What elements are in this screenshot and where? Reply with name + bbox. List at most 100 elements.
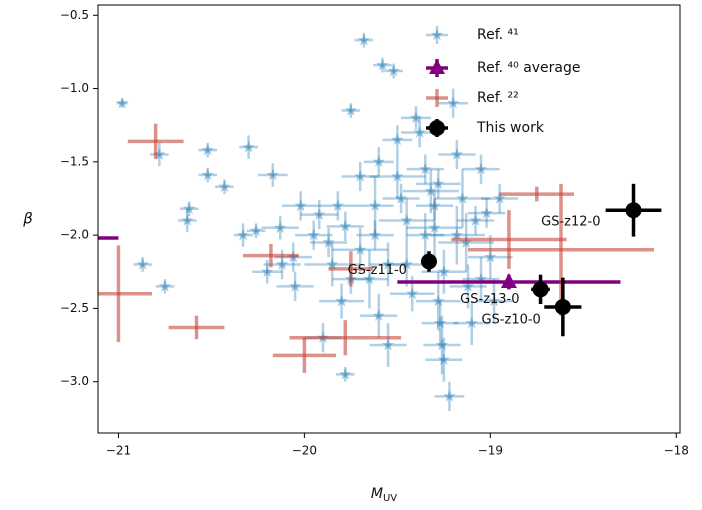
star-marker — [435, 338, 449, 351]
star-marker — [493, 192, 506, 204]
x-tick-label: −20 — [292, 444, 317, 458]
star-marker — [409, 111, 423, 124]
circle-marker — [420, 253, 437, 270]
point-label: GS-z10-0 — [481, 312, 540, 327]
star-marker — [363, 272, 376, 285]
star-marker — [249, 224, 263, 236]
star-marker — [391, 170, 404, 182]
star-marker — [461, 279, 475, 292]
star-marker — [339, 219, 352, 232]
star-marker — [424, 184, 437, 197]
legend-label: This work — [476, 120, 545, 136]
axes-frame — [97, 4, 681, 434]
star-marker — [391, 133, 404, 146]
circle-marker — [429, 120, 445, 136]
star-marker — [428, 221, 441, 234]
x-tick-label: −21 — [106, 444, 131, 458]
star-marker — [432, 177, 445, 190]
star-marker — [288, 279, 302, 292]
star-marker — [372, 155, 385, 168]
legend-label: Ref. ⁴¹ — [477, 27, 519, 43]
star-marker — [275, 257, 289, 270]
triangle-marker — [500, 273, 517, 289]
y-tick-label: −2.0 — [60, 228, 89, 242]
star-marker — [480, 206, 493, 219]
star-marker — [432, 294, 445, 307]
star-marker — [447, 96, 460, 109]
star-marker — [344, 104, 358, 116]
y-tick-label: −3.0 — [60, 374, 89, 388]
y-tick-label: −2.5 — [60, 301, 89, 315]
plot-area — [0, 32, 662, 412]
point-label: GS-z11-0 — [348, 263, 407, 278]
star-marker — [201, 168, 214, 181]
star-marker — [236, 228, 250, 241]
star-marker — [274, 221, 287, 234]
star-marker — [484, 250, 497, 263]
star-marker — [116, 96, 129, 109]
star-marker — [368, 199, 382, 212]
star-marker — [465, 316, 478, 329]
star-marker — [419, 162, 432, 175]
star-marker — [450, 148, 464, 160]
y-tick-label: −0.5 — [60, 8, 89, 22]
star-marker — [474, 162, 488, 175]
star-marker — [242, 140, 255, 153]
star-marker — [437, 265, 450, 277]
star-marker — [469, 214, 482, 226]
circle-marker — [625, 202, 642, 219]
star-marker — [456, 192, 469, 204]
star-marker — [387, 64, 400, 77]
star-marker — [181, 214, 194, 226]
star-marker — [428, 199, 441, 212]
star-marker — [487, 294, 501, 307]
point-label: GS-z13-0 — [460, 292, 519, 307]
star-marker — [372, 309, 385, 321]
circle-marker — [532, 281, 549, 298]
point-label: GS-z12-0 — [541, 215, 600, 230]
star-marker — [218, 180, 231, 192]
y-axis-label: β — [22, 210, 33, 228]
x-tick-label: −19 — [478, 444, 503, 458]
star-marker — [419, 228, 432, 241]
y-tick-label: −1.5 — [60, 154, 89, 168]
star-marker — [322, 236, 335, 248]
legend: Ref. ⁴¹ Ref. ⁴⁰ average Ref. ²² This work — [426, 26, 581, 137]
star-marker — [376, 58, 389, 71]
star-marker — [266, 168, 279, 181]
triangle-marker — [0, 229, 15, 244]
star-marker — [136, 257, 149, 270]
star-marker — [400, 257, 413, 270]
star-marker — [443, 389, 456, 402]
star-marker — [460, 236, 473, 248]
star-marker — [394, 192, 408, 204]
star-marker — [381, 257, 395, 270]
star-marker — [437, 353, 450, 365]
star-marker — [368, 228, 382, 241]
star-marker — [450, 228, 464, 241]
star-marker — [153, 148, 166, 160]
star-marker — [261, 265, 274, 277]
triangle-marker — [429, 59, 445, 74]
star-marker — [400, 214, 413, 226]
y-tick-label: −1.0 — [60, 81, 89, 95]
star-marker — [294, 199, 307, 212]
star-marker — [326, 257, 339, 270]
star-marker — [331, 199, 344, 212]
star-marker — [335, 294, 348, 307]
star-marker — [182, 202, 196, 214]
star-marker — [474, 272, 488, 285]
star-marker — [354, 170, 367, 182]
star-marker — [158, 279, 172, 292]
x-axis-label: MUV — [371, 486, 397, 504]
star-marker — [339, 367, 352, 380]
star-marker — [313, 208, 326, 220]
legend-label: Ref. ⁴⁰ average — [477, 60, 581, 76]
circle-marker — [554, 298, 571, 315]
star-marker — [406, 287, 419, 299]
star-marker — [307, 228, 320, 241]
x-axis-label-main: M — [371, 486, 383, 502]
star-marker — [413, 126, 426, 138]
legend-label: Ref. ²² — [477, 90, 519, 106]
